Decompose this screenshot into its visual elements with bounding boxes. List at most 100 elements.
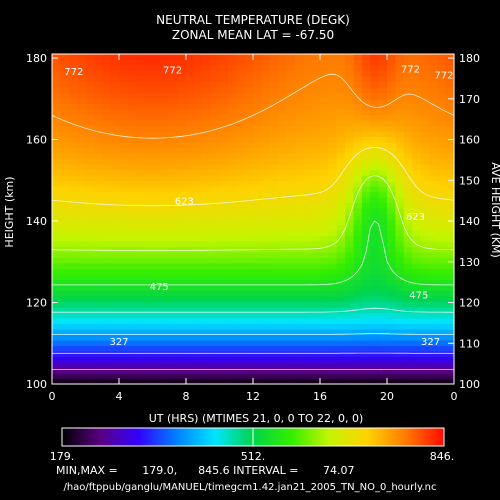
heatmap-cell (102, 224, 112, 231)
heatmap-cell (303, 87, 313, 94)
heatmap-cell (227, 356, 237, 363)
heatmap-cell (169, 208, 179, 215)
heatmap-cell (428, 290, 438, 297)
heatmap-cell (160, 230, 170, 237)
heatmap-cell (294, 59, 304, 66)
heatmap-cell (378, 345, 388, 352)
heatmap-cell (85, 290, 95, 297)
heatmap-cell (202, 334, 212, 341)
heatmap-cell (169, 290, 179, 297)
heatmap-cell (194, 285, 204, 292)
heatmap-cell (152, 87, 162, 94)
heatmap-cell (445, 334, 455, 341)
heatmap-cell (336, 98, 346, 105)
heatmap-cell (169, 70, 179, 77)
heatmap-cell (236, 213, 246, 220)
heatmap-cell (420, 147, 430, 154)
y-axis-right-label: AVE HEIGHT (KM) (489, 162, 500, 258)
heatmap-cell (387, 202, 396, 209)
heatmap-cell (110, 131, 120, 138)
heatmap-cell (353, 136, 363, 143)
heatmap-cell (353, 191, 363, 198)
heatmap-cell (437, 76, 447, 83)
heatmap-cell (236, 367, 246, 374)
heatmap-cell (152, 362, 162, 369)
heatmap-cell (353, 318, 363, 325)
heatmap-cell (152, 334, 162, 341)
heatmap-cell (236, 186, 246, 193)
heatmap-cell (177, 213, 187, 220)
heatmap-cell (52, 153, 61, 160)
heatmap-cell (345, 202, 355, 209)
heatmap-cell (253, 373, 262, 380)
contour-line (51, 146, 455, 207)
heatmap-cell (420, 252, 430, 259)
heatmap-cell (437, 351, 447, 358)
heatmap-cell (361, 235, 371, 242)
heatmap-cell (60, 81, 70, 88)
heatmap-cell (177, 70, 187, 77)
heatmap-cell (152, 59, 162, 66)
heatmap-cell (160, 219, 170, 226)
heatmap-cell (336, 191, 346, 198)
heatmap-cell (60, 186, 70, 193)
heatmap-cell (160, 263, 170, 270)
heatmap-cell (119, 285, 128, 292)
heatmap-cell (135, 169, 145, 176)
heatmap-cell (227, 285, 237, 292)
heatmap-cell (177, 158, 187, 165)
heatmap-cell (68, 340, 78, 347)
heatmap-cell (236, 285, 246, 292)
heatmap-cell (428, 362, 438, 369)
heatmap-cell (428, 285, 438, 292)
heatmap-cell (437, 323, 447, 330)
heatmap-cell (127, 230, 137, 237)
heatmap-cell (320, 103, 329, 110)
heatmap-cell (152, 175, 162, 182)
heatmap-cell (60, 274, 70, 281)
heatmap-cell (77, 246, 87, 253)
heatmap-cell (236, 131, 246, 138)
heatmap-cell (244, 263, 254, 270)
heatmap-cell (412, 175, 422, 182)
colorbar-mid-label: 512. (241, 450, 266, 463)
heatmap-cell (303, 54, 313, 61)
heatmap-cell (286, 367, 296, 374)
heatmap-cell (345, 290, 355, 297)
heatmap-cell (353, 340, 363, 347)
heatmap-cell (77, 351, 87, 358)
heatmap-cell (202, 246, 212, 253)
heatmap-cell (320, 307, 329, 314)
heatmap-cell (211, 340, 221, 347)
heatmap-cell (85, 120, 95, 127)
heatmap-cell (135, 158, 145, 165)
heatmap-cell (445, 175, 455, 182)
heatmap-cell (336, 120, 346, 127)
heatmap-cell (328, 70, 338, 77)
heatmap-cell (186, 98, 195, 105)
heatmap-cell (127, 296, 137, 303)
heatmap-cell (236, 65, 246, 72)
contour-value-label: 772 (401, 64, 420, 75)
heatmap-cell (378, 224, 388, 231)
heatmap-cell (420, 120, 430, 127)
heatmap-cell (278, 109, 288, 116)
heatmap-cell (412, 279, 422, 286)
heatmap-cell (420, 235, 430, 242)
heatmap-cell (428, 158, 438, 165)
heatmap-cell (361, 340, 371, 347)
heatmap-cell (445, 301, 455, 308)
heatmap-cell (370, 65, 380, 72)
heatmap-cell (286, 378, 296, 385)
heatmap-cell (186, 103, 195, 110)
heatmap-cell (110, 263, 120, 270)
heatmap-cell (194, 186, 204, 193)
heatmap-cell (227, 197, 237, 204)
heatmap-cell (227, 98, 237, 105)
heatmap-cell (294, 367, 304, 374)
heatmap-cell (353, 202, 363, 209)
heatmap-cell (428, 329, 438, 336)
heatmap-cell (227, 301, 237, 308)
heatmap-cell (211, 345, 221, 352)
contour-line (52, 333, 454, 335)
